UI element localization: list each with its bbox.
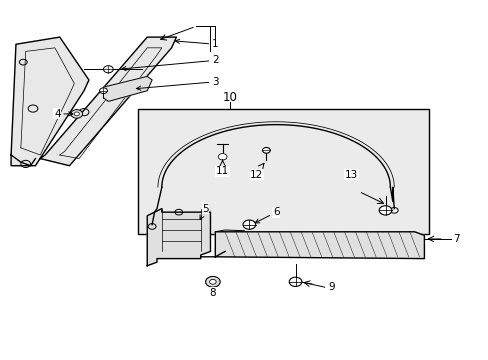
Text: 5: 5 [200,203,208,220]
Circle shape [378,206,391,215]
Text: 10: 10 [222,91,237,104]
Text: 9: 9 [328,282,335,292]
Polygon shape [11,37,89,166]
Polygon shape [103,76,152,102]
Text: 1: 1 [175,39,218,49]
Circle shape [243,220,255,229]
Polygon shape [147,208,210,266]
Polygon shape [215,232,424,258]
Text: 12: 12 [249,170,263,180]
Bar [137,109,428,234]
Polygon shape [40,37,176,166]
Circle shape [103,66,113,73]
Circle shape [209,279,216,284]
Circle shape [74,112,79,116]
Text: 13: 13 [344,170,357,180]
Circle shape [205,276,220,287]
Circle shape [288,277,301,287]
Text: 8: 8 [209,288,216,297]
Circle shape [262,148,270,153]
Circle shape [71,110,82,118]
Text: 2: 2 [122,55,218,71]
Text: 3: 3 [136,77,218,90]
Text: 7: 7 [452,234,458,244]
Circle shape [100,88,107,94]
Circle shape [218,154,226,160]
Text: 11: 11 [216,166,229,176]
Text: 4: 4 [54,109,73,119]
Text: 6: 6 [255,207,279,223]
